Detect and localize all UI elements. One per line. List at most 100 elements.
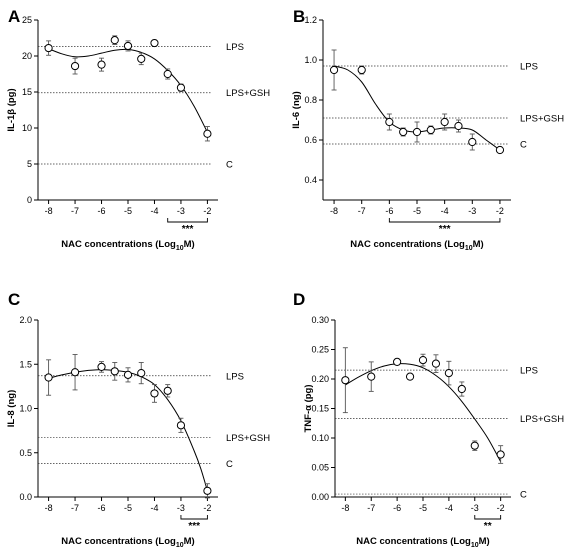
reference-line-label: LPS+GSH xyxy=(226,433,270,444)
y-axis-label: IL-6 (ng) xyxy=(291,91,302,128)
x-tick-label: -3 xyxy=(177,206,185,216)
reference-line-label: C xyxy=(226,459,233,470)
data-point xyxy=(203,486,212,495)
y-tick-label: 0.05 xyxy=(311,463,329,473)
significance-bracket xyxy=(388,218,501,223)
y-tick-label: 1.2 xyxy=(304,15,317,25)
data-point xyxy=(385,117,394,127)
y-tick-label: 0.25 xyxy=(311,345,329,355)
x-tick-label: -5 xyxy=(124,503,132,513)
panel-b: B 0.4 0.6 0.8 1.0 1.2 -8 -7 -6 -5 -4 -3 -2 LPS LPS+GSH… xyxy=(291,7,564,252)
y-tick-label: 10 xyxy=(22,123,32,133)
x-tick-label: -7 xyxy=(367,503,375,513)
reference-line-label: LPS xyxy=(226,42,244,53)
significance-stars: *** xyxy=(182,224,194,235)
panel-letter: A xyxy=(8,7,20,26)
data-point xyxy=(44,43,53,53)
data-point xyxy=(163,69,172,79)
x-tick-label: -7 xyxy=(358,206,366,216)
x-tick-label: -6 xyxy=(393,503,401,513)
data-point xyxy=(123,41,133,51)
data-point xyxy=(440,117,449,127)
x-tick-label: -8 xyxy=(330,206,338,216)
data-point xyxy=(431,359,441,368)
x-tick-label: -2 xyxy=(496,206,504,216)
x-tick-label: -5 xyxy=(124,206,132,216)
significance-stars: ** xyxy=(484,521,492,532)
significance-stars: *** xyxy=(188,521,200,532)
panel-d: D 0.00 0.05 0.10 0.15 0.20 0.25 0.30 -8 -7 -6 -5 -4 -… xyxy=(293,290,564,549)
y-tick-label: 2.0 xyxy=(19,315,32,325)
x-tick-label: -5 xyxy=(413,206,421,216)
significance-stars: *** xyxy=(439,224,451,235)
x-tick-label: -5 xyxy=(419,503,427,513)
data-point xyxy=(367,372,376,381)
data-point xyxy=(123,370,133,379)
reference-line-label: C xyxy=(520,140,527,151)
x-tick-label: -6 xyxy=(385,206,393,216)
y-tick-label: 1.0 xyxy=(304,55,317,65)
x-tick-label: -8 xyxy=(45,503,53,513)
x-tick-label: -3 xyxy=(471,503,479,513)
y-tick-label: 0.0 xyxy=(19,492,32,502)
data-point xyxy=(137,369,146,378)
data-point xyxy=(341,376,350,385)
x-tick-label: -6 xyxy=(98,503,106,513)
data-point xyxy=(495,145,505,155)
data-point xyxy=(110,36,119,45)
panel-c: C 0.0 0.5 1.0 1.5 2.0 -8 -7 -6 -5 -4 -3 -2 LPS LPS+GSH… xyxy=(6,290,270,549)
y-tick-label: 0.00 xyxy=(311,492,329,502)
x-axis-label: NAC concentrations (Log10M) xyxy=(61,536,194,549)
y-tick-label: 0.5 xyxy=(19,448,32,458)
x-axis-label: NAC concentrations (Log10M) xyxy=(350,239,483,252)
data-point xyxy=(412,127,422,137)
data-point xyxy=(110,367,119,376)
x-tick-label: -3 xyxy=(468,206,476,216)
panel-letter: D xyxy=(293,290,305,309)
y-axis-label: IL-1β (pg) xyxy=(6,88,17,131)
x-tick-label: -4 xyxy=(150,503,158,513)
x-axis-label: NAC concentrations (Log10M) xyxy=(356,536,489,549)
x-tick-label: -8 xyxy=(45,206,53,216)
data-point xyxy=(329,65,339,75)
y-tick-label: 0.20 xyxy=(311,374,329,384)
x-tick-label: -4 xyxy=(441,206,449,216)
y-tick-label: 5 xyxy=(27,159,32,169)
data-point xyxy=(496,450,505,459)
reference-line-label: LPS xyxy=(520,62,538,73)
x-tick-label: -2 xyxy=(203,206,211,216)
data-point xyxy=(97,60,106,69)
data-point xyxy=(176,421,186,430)
data-point xyxy=(150,389,159,398)
data-point xyxy=(468,137,477,147)
y-tick-label: 0.10 xyxy=(311,433,329,443)
y-tick-label: 0.8 xyxy=(304,95,317,105)
x-tick-label: -2 xyxy=(203,503,211,513)
reference-line-label: LPS+GSH xyxy=(520,414,564,425)
fit-curve xyxy=(48,369,208,491)
data-point xyxy=(163,386,172,395)
significance-bracket xyxy=(474,515,502,520)
data-point xyxy=(454,121,463,131)
x-tick-label: -3 xyxy=(177,503,185,513)
y-axis-label: TNF-α (pg) xyxy=(303,384,314,432)
y-tick-label: 20 xyxy=(22,51,32,61)
y-tick-label: 0.4 xyxy=(304,175,317,185)
reference-line-label: LPS xyxy=(520,366,538,377)
y-tick-label: 0 xyxy=(27,195,32,205)
x-axis-label: NAC concentrations (Log10M) xyxy=(61,239,194,252)
x-tick-label: -6 xyxy=(98,206,106,216)
y-tick-label: 0.15 xyxy=(311,404,329,414)
data-point xyxy=(70,368,80,377)
y-axis-label: IL-8 (ng) xyxy=(6,390,17,427)
significance-bracket xyxy=(180,515,208,520)
panel-letter: B xyxy=(293,7,305,26)
x-tick-label: -2 xyxy=(497,503,505,513)
y-tick-label: 0.30 xyxy=(311,315,329,325)
data-point xyxy=(97,362,106,372)
data-point xyxy=(150,38,159,48)
data-point xyxy=(457,384,466,394)
y-tick-label: 15 xyxy=(22,87,32,97)
data-point xyxy=(137,54,146,63)
